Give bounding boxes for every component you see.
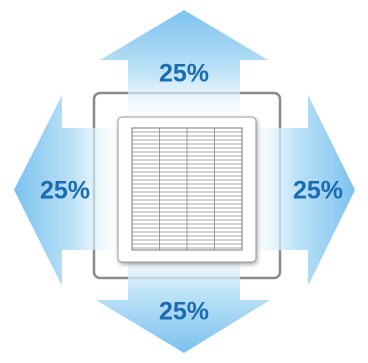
airflow-label: 25% <box>293 177 343 205</box>
arrow-left <box>14 95 125 286</box>
airflow-label: 25% <box>159 298 209 326</box>
arrow-down <box>96 240 270 353</box>
airflow-label: 25% <box>40 177 90 205</box>
arrow-up <box>100 10 268 125</box>
grille-lines <box>132 128 242 250</box>
airflow-label: 25% <box>159 60 209 88</box>
arrow-right <box>245 95 355 286</box>
